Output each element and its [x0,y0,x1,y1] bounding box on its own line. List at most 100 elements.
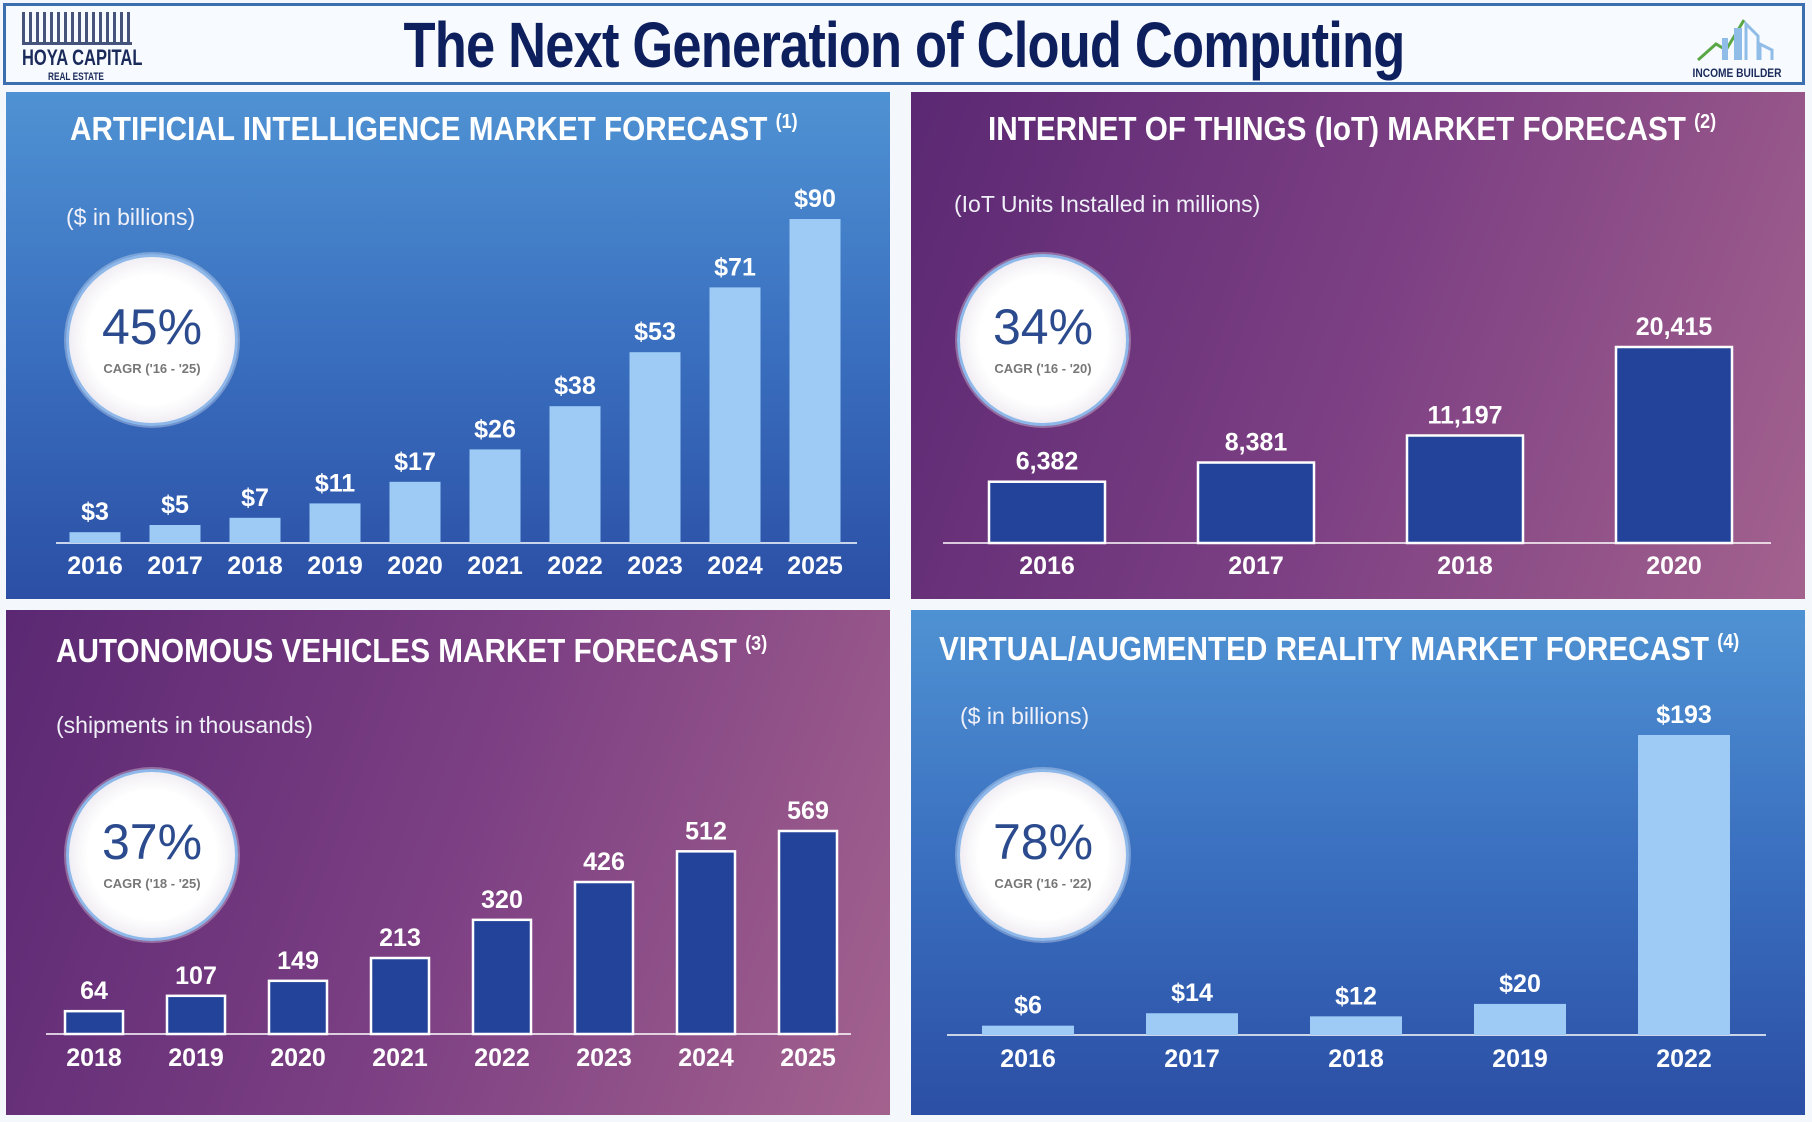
bar-2016 [69,532,121,543]
bar-2017 [1146,1013,1238,1035]
bar-2018 [63,1009,125,1036]
x-tick-label: 2021 [467,552,523,580]
x-tick-label: 2017 [1228,552,1284,580]
chart-panel-2: INTERNET OF THINGS (IoT) MARKET FORECAST… [911,92,1805,599]
x-tick-label: 2018 [1437,552,1493,580]
bar-2022 [549,406,601,543]
cagr-badge: 78% CAGR ('16 - '22) [957,769,1129,941]
data-label: 569 [787,797,829,825]
data-label: $11 [315,469,355,497]
bar-2022 [1638,735,1730,1035]
logo-left-subtext: REAL ESTATE [48,71,104,83]
data-label: 107 [175,962,217,990]
data-label: $17 [394,448,436,476]
x-tick-label: 2020 [387,552,443,580]
x-tick-label: 2019 [307,552,363,580]
bar-2023 [629,352,681,543]
cagr-value: 34% [992,299,1094,355]
bar-2018 [1310,1016,1402,1035]
bar-2024 [709,287,761,543]
header: HOYA CAPITAL REAL ESTATE The Next Genera… [3,3,1805,85]
footnote-marker: (1) [775,111,798,133]
cagr-label: CAGR ('18 - '25) [103,876,201,891]
cagr-value: 37% [101,814,203,870]
data-label: 20,415 [1636,313,1713,341]
bar-2018 [1405,434,1525,545]
building-chart-icon [1697,19,1774,62]
x-tick-label: 2025 [787,552,843,580]
chart-title-text: VIRTUAL/AUGMENTED REALITY MARKET FORECAS… [939,630,1710,667]
logo-right-text: INCOME BUILDER [1692,66,1782,80]
chart-subtitle: ($ in billions) [66,204,196,230]
data-label: $193 [1656,701,1712,729]
x-tick-label: 2016 [1000,1045,1056,1073]
bar-2019 [309,503,361,543]
chart-panel-4: VIRTUAL/AUGMENTED REALITY MARKET FORECAS… [911,610,1805,1115]
footnote-marker: (3) [745,633,768,655]
x-tick-label: 2023 [576,1044,632,1072]
data-label: 512 [685,817,727,845]
bar-2022 [471,918,533,1036]
bar-chart: $6 2016 $14 2017 $12 2018 $20 2019 $193 2022 [947,701,1766,1073]
cagr-badge: 37% CAGR ('18 - '25) [66,769,238,941]
bar-2018 [229,517,281,543]
x-tick-label: 2023 [627,552,683,580]
cagr-badge: 34% CAGR ('16 - '20) [957,254,1129,426]
x-tick-label: 2017 [1164,1045,1220,1073]
data-label: 6,382 [1016,448,1079,476]
data-label: 149 [277,947,319,975]
data-label: $20 [1499,970,1541,998]
data-label: 213 [379,924,421,952]
cagr-value: 45% [101,299,203,355]
hoya-capital-logo: HOYA CAPITAL REAL ESTATE [22,12,143,84]
chart-title-text: INTERNET OF THINGS (IoT) MARKET FORECAST [988,110,1686,147]
bar-2023 [573,880,635,1036]
bar-2016 [982,1025,1074,1035]
bar-2021 [469,449,521,543]
data-label: 320 [481,886,523,914]
cagr-label: CAGR ('16 - '22) [994,876,1092,891]
data-label: $71 [714,253,756,281]
page-title: The Next Generation of Cloud Computing [403,9,1406,81]
x-tick-label: 2022 [474,1044,530,1072]
bar-2025 [789,219,841,543]
cagr-value: 78% [992,814,1094,870]
income-builder-logo: INCOME BUILDER [1682,10,1792,82]
footnote-marker: (2) [1694,111,1717,133]
x-tick-label: 2024 [678,1044,734,1072]
cagr-badge: 45% CAGR ('16 - '25) [66,254,238,426]
x-tick-label: 2019 [1492,1045,1548,1073]
data-label: $26 [474,415,516,443]
chart-title: ARTIFICIAL INTELLIGENCE MARKET FORECAST … [70,110,798,148]
logo-left-text: HOYA CAPITAL [22,45,143,70]
data-label: $12 [1335,982,1377,1010]
x-tick-label: 2019 [168,1044,224,1072]
bar-2017 [1196,461,1316,545]
chart-panel-3: AUTONOMOUS VEHICLES MARKET FORECAST (3) … [6,610,890,1115]
chart-panel-1: ARTIFICIAL INTELLIGENCE MARKET FORECAST … [6,92,890,599]
x-tick-label: 2018 [1328,1045,1384,1073]
x-tick-label: 2020 [270,1044,326,1072]
x-tick-label: 2017 [147,552,203,580]
bar-chart: 6,382 2016 8,381 2017 11,197 2018 20,415 2020 [943,313,1771,580]
bar-chart: $3 2016 $5 2017 $7 2018 $11 2019 $17 2020 $26 2021 $… [56,185,857,580]
cagr-label: CAGR ('16 - '25) [103,361,201,376]
data-label: 64 [80,977,108,1005]
bar-2019 [1474,1003,1566,1035]
chart-subtitle: ($ in billions) [960,703,1090,729]
data-label: $38 [554,372,596,400]
x-tick-label: 2016 [67,552,123,580]
data-label: $6 [1014,992,1042,1020]
bar-2025 [777,829,839,1036]
chart-subtitle: (IoT Units Installed in millions) [954,191,1261,217]
chart-subtitle: (shipments in thousands) [56,712,313,738]
bar-2020 [389,481,441,543]
x-tick-label: 2020 [1646,552,1702,580]
x-tick-label: 2025 [780,1044,836,1072]
bar-2020 [267,979,329,1036]
cagr-label: CAGR ('16 - '20) [994,361,1092,376]
data-label: $5 [161,491,189,519]
bar-2020 [1614,345,1734,545]
x-tick-label: 2016 [1019,552,1075,580]
data-label: $14 [1171,979,1213,1007]
